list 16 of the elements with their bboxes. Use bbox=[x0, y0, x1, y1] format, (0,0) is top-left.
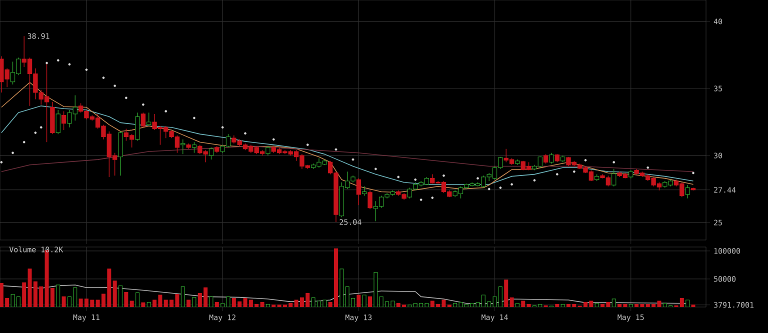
candlestick bbox=[192, 142, 197, 154]
candlestick bbox=[356, 178, 362, 206]
candlestick bbox=[612, 168, 616, 187]
candlestick bbox=[56, 110, 60, 134]
candlestick bbox=[368, 190, 372, 210]
candlestick bbox=[208, 147, 214, 160]
candlestick bbox=[146, 112, 152, 126]
candlestick bbox=[135, 112, 140, 142]
candlestick bbox=[362, 186, 367, 196]
candlestick bbox=[140, 112, 146, 128]
candlestick bbox=[685, 184, 690, 199]
candlestick bbox=[266, 146, 270, 156]
candlestick bbox=[549, 152, 554, 164]
candlestick bbox=[543, 154, 548, 164]
candlestick bbox=[180, 139, 186, 155]
candlestick bbox=[61, 110, 66, 130]
